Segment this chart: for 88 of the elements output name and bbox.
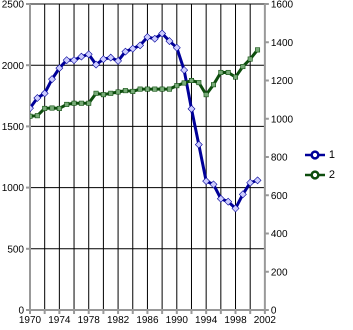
point [254, 176, 262, 184]
point [122, 48, 130, 56]
point [233, 74, 238, 80]
point [114, 57, 122, 65]
point [188, 105, 196, 113]
x-tick-label: 2002 [254, 315, 276, 326]
point [40, 90, 48, 98]
x-tick-label: 1970 [18, 315, 42, 326]
point [239, 190, 247, 198]
point [56, 106, 62, 111]
point [50, 106, 55, 111]
x-tick-label: 1978 [78, 315, 100, 326]
legend-label: 1 [328, 148, 335, 161]
y-tick-label: 2000 [2, 60, 24, 72]
point [218, 70, 224, 75]
point [172, 44, 181, 52]
point [196, 80, 202, 86]
point [48, 75, 56, 83]
y2-tick-label: 1600 [270, 0, 294, 11]
y2-tick-label: 1200 [270, 76, 294, 88]
y2-tick-label: 0 [270, 306, 277, 317]
point [202, 177, 210, 185]
point [255, 47, 260, 52]
y-tick-label: 0 [18, 306, 24, 317]
y2-tick-label: 1400 [270, 38, 294, 49]
point [248, 56, 253, 62]
point [210, 82, 216, 88]
point [64, 102, 70, 107]
point [70, 56, 78, 64]
x-tick-label: 1974 [48, 315, 71, 326]
x-tick-label: 1998 [224, 315, 248, 326]
point [158, 30, 166, 38]
legend-label: 2 [328, 168, 335, 181]
point [144, 86, 150, 92]
point [195, 140, 203, 148]
point [94, 90, 99, 96]
point [166, 86, 172, 92]
point [180, 66, 188, 74]
x-tick-label: 1982 [106, 315, 130, 326]
point [84, 50, 93, 58]
point [144, 33, 152, 41]
y2-tick-label: 600 [270, 190, 288, 202]
point [166, 37, 174, 45]
point [150, 34, 159, 43]
point [182, 80, 187, 86]
point [78, 100, 84, 106]
point [224, 198, 232, 206]
point [34, 113, 40, 118]
x-tick-label: 1986 [136, 315, 159, 326]
point [116, 89, 121, 94]
point [130, 88, 136, 94]
point [240, 64, 246, 70]
y-tick-label: 1500 [2, 122, 24, 133]
point [174, 83, 180, 88]
y2-tick-label: 200 [270, 267, 288, 278]
point [160, 86, 165, 92]
point [152, 86, 158, 92]
x-tick-label: 1990 [166, 315, 188, 326]
point [232, 204, 240, 212]
point [226, 70, 231, 75]
point [42, 106, 48, 111]
point [188, 78, 194, 83]
y-tick-label: 2500 [2, 0, 24, 11]
point [78, 52, 86, 60]
y-tick-label: 500 [7, 244, 24, 256]
point [138, 86, 143, 92]
y-tick-label: 1000 [2, 183, 24, 194]
point [34, 94, 42, 102]
point [106, 54, 115, 62]
point [122, 88, 128, 94]
point [72, 100, 77, 106]
y2-tick-label: 1000 [270, 114, 294, 126]
point [246, 178, 254, 187]
point [100, 55, 108, 63]
point [128, 44, 137, 52]
point [204, 92, 209, 98]
point [100, 92, 106, 98]
point [108, 90, 114, 96]
point [56, 64, 64, 72]
point [217, 194, 225, 203]
point [210, 180, 218, 188]
point [86, 100, 92, 106]
point [92, 60, 100, 68]
y2-tick-label: 400 [270, 229, 288, 240]
y2-tick-label: 800 [270, 152, 288, 164]
point [136, 42, 144, 50]
point [62, 56, 70, 64]
x-tick-label: 1994 [195, 315, 218, 326]
